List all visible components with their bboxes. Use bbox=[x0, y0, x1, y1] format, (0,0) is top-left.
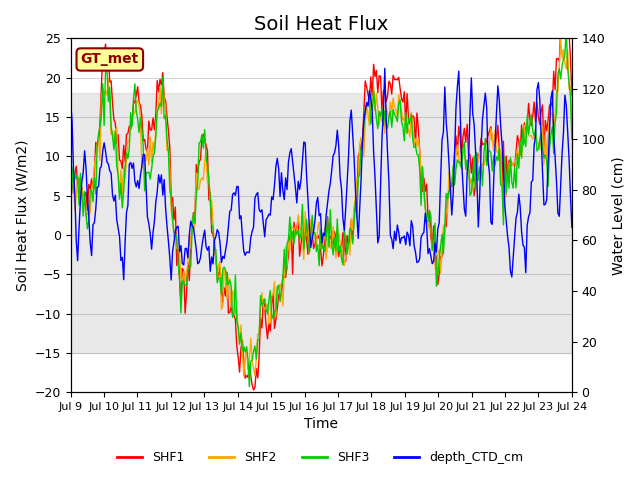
Bar bbox=[70, 94, 572, 353]
X-axis label: Time: Time bbox=[304, 418, 339, 432]
Y-axis label: Soil Heat Flux (W/m2): Soil Heat Flux (W/m2) bbox=[15, 140, 29, 291]
Title: Soil Heat Flux: Soil Heat Flux bbox=[254, 15, 388, 34]
Text: GT_met: GT_met bbox=[81, 52, 139, 67]
Legend: SHF1, SHF2, SHF3, depth_CTD_cm: SHF1, SHF2, SHF3, depth_CTD_cm bbox=[112, 446, 528, 469]
Y-axis label: Water Level (cm): Water Level (cm) bbox=[611, 156, 625, 275]
